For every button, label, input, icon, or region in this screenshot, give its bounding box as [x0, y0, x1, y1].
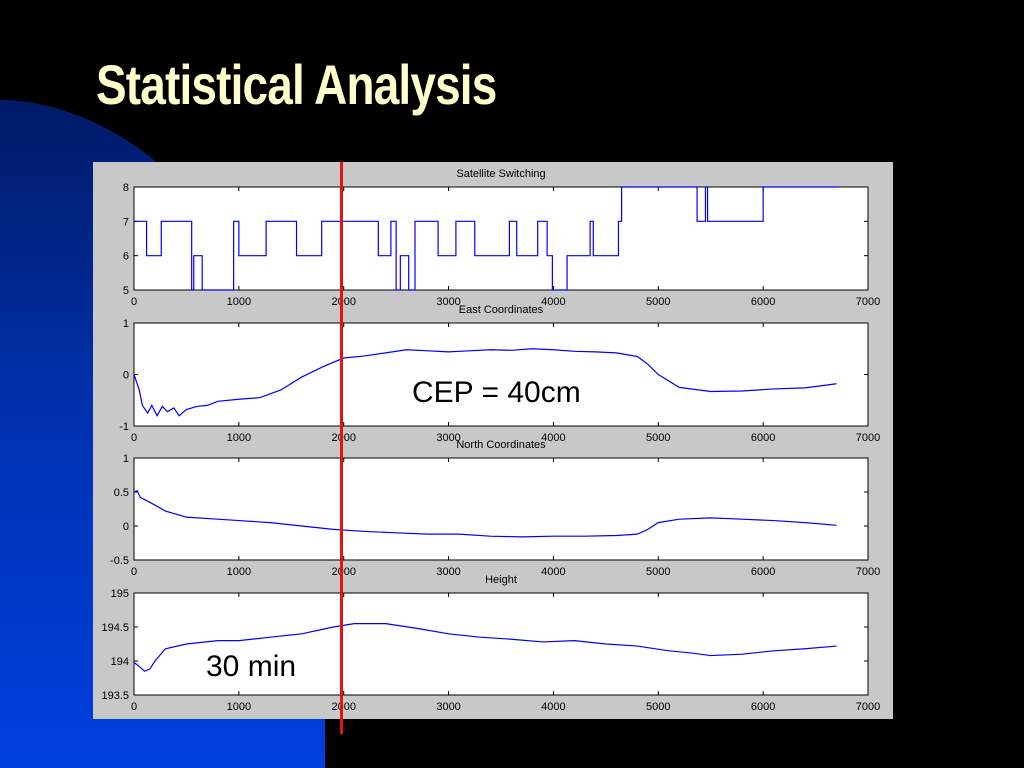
y-tick-label: -0.5	[110, 555, 129, 567]
x-tick-label: 6000	[751, 296, 775, 308]
x-tick-label: 2000	[331, 701, 355, 713]
time-annotation: 30 min	[206, 650, 297, 683]
x-tick-label: 7000	[856, 701, 880, 713]
plot-area	[133, 322, 869, 427]
x-tick-label: 5000	[646, 566, 670, 578]
x-tick-label: 0	[131, 432, 137, 444]
y-tick-label: 1	[123, 453, 129, 465]
x-tick-label: 4000	[541, 432, 565, 444]
series-line	[133, 623, 837, 672]
x-tick-label: 6000	[751, 566, 775, 578]
x-tick-label: 7000	[856, 432, 880, 444]
y-tick-label: 8	[123, 182, 129, 194]
plot-area	[133, 186, 869, 291]
y-tick-label: 0	[123, 370, 129, 382]
slide-title: Statistical Analysis	[96, 53, 497, 116]
y-tick-label: 193.5	[101, 690, 129, 702]
x-tick-label: 7000	[856, 296, 880, 308]
y-tick-label: 0.5	[114, 487, 129, 499]
y-tick-label: 195	[111, 588, 129, 600]
y-tick-label: -1	[119, 421, 129, 433]
x-tick-label: 0	[131, 296, 137, 308]
x-tick-label: 5000	[646, 432, 670, 444]
figure-panel: Satellite Switching 0 1000 2000 3000 4000 5000…	[93, 162, 893, 719]
x-tick-label: 2000	[331, 566, 355, 578]
y-tick-label: 0	[123, 521, 129, 533]
series-line	[133, 489, 837, 538]
x-tick-label: 3000	[436, 432, 460, 444]
x-tick-label: 3000	[436, 296, 460, 308]
x-tick-label: 1000	[227, 566, 251, 578]
y-tick-label: 1	[123, 318, 129, 330]
x-tick-label: 4000	[541, 296, 565, 308]
time-marker-line	[340, 162, 343, 734]
plot-area	[133, 592, 869, 696]
y-tick-label: 6	[123, 251, 129, 263]
subplot-title: Height	[485, 574, 517, 586]
x-tick-label: 5000	[646, 296, 670, 308]
subplot-title: North Coordinates	[456, 439, 546, 451]
plot-area	[133, 457, 869, 561]
subplot-title: East Coordinates	[459, 304, 544, 316]
x-tick-label: 4000	[541, 566, 565, 578]
x-tick-label: 1000	[227, 296, 251, 308]
x-tick-label: 2000	[331, 296, 355, 308]
x-tick-label: 6000	[751, 432, 775, 444]
x-tick-label: 2000	[331, 432, 355, 444]
x-tick-label: 3000	[436, 566, 460, 578]
x-tick-label: 0	[131, 566, 137, 578]
cep-annotation: CEP = 40cm	[412, 376, 581, 409]
subplot-title: Satellite Switching	[456, 168, 545, 180]
x-tick-label: 4000	[541, 701, 565, 713]
x-tick-label: 0	[131, 701, 137, 713]
series-line	[133, 348, 837, 417]
x-tick-label: 6000	[751, 701, 775, 713]
x-tick-label: 1000	[227, 701, 251, 713]
y-tick-label: 194	[111, 656, 129, 668]
y-tick-label: 5	[123, 285, 129, 297]
x-tick-label: 5000	[646, 701, 670, 713]
y-tick-label: 194.5	[101, 622, 129, 634]
y-tick-label: 7	[123, 216, 129, 228]
x-tick-label: 7000	[856, 566, 880, 578]
series-line	[134, 186, 839, 291]
x-tick-label: 1000	[227, 432, 251, 444]
x-tick-label: 3000	[436, 701, 460, 713]
